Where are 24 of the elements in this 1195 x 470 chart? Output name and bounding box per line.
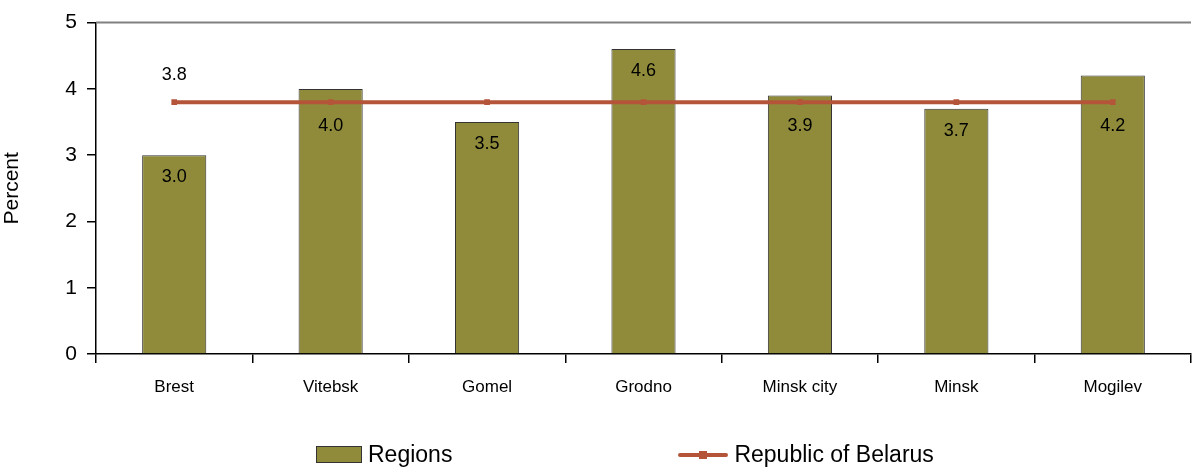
data-label: 3.5 xyxy=(474,132,500,153)
legend-label: Regions xyxy=(368,441,453,468)
y-tick-label: 2 xyxy=(65,208,77,232)
y-axis-title: Percent xyxy=(0,151,23,225)
x-tick-label: Brest xyxy=(154,376,195,396)
x-tick-label: Minsk city xyxy=(762,376,838,396)
y-tick-label: 1 xyxy=(65,274,77,298)
data-label: 3.7 xyxy=(943,119,969,140)
y-tick-label: 3 xyxy=(65,141,77,165)
y-tick-label: 5 xyxy=(65,9,77,33)
x-tick-label: Minsk xyxy=(934,376,980,396)
data-label: 4.6 xyxy=(630,60,657,81)
data-label: 3.0 xyxy=(161,166,187,187)
y-tick-label: 4 xyxy=(65,75,78,99)
data-label: 3.8 xyxy=(161,64,187,85)
data-label: 4.2 xyxy=(1100,115,1126,136)
x-tick-label: Mogilev xyxy=(1083,376,1143,396)
y-tick-label: 0 xyxy=(65,340,77,364)
x-tick-label: Gomel xyxy=(462,376,513,396)
x-tick-label: Grodno xyxy=(615,376,672,396)
legend-label: Republic of Belarus xyxy=(734,441,934,468)
data-label: 3.9 xyxy=(787,115,813,136)
x-tick-label: Vitebsk xyxy=(302,376,359,396)
data-label: 4.0 xyxy=(318,115,344,136)
